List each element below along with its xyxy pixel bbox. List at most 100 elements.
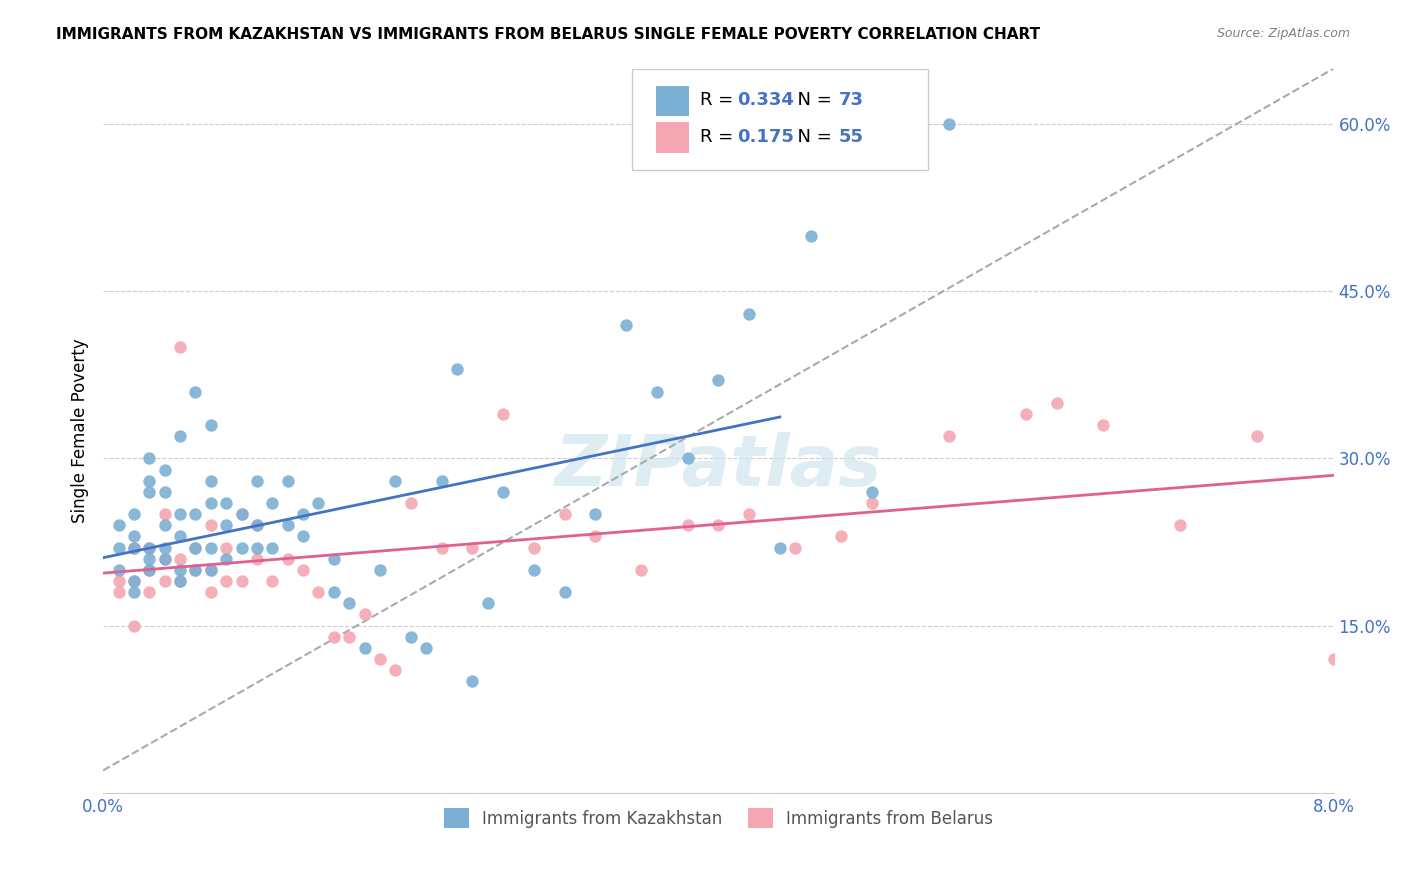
Point xyxy=(785,541,807,555)
Point xyxy=(322,630,344,644)
Point xyxy=(446,362,468,376)
Point xyxy=(337,596,360,610)
Point xyxy=(215,496,238,510)
Point xyxy=(215,541,238,555)
Text: R =: R = xyxy=(700,91,740,109)
Point xyxy=(153,551,176,566)
Point xyxy=(246,541,269,555)
Point xyxy=(169,507,191,521)
Point xyxy=(231,541,253,555)
Point xyxy=(184,563,207,577)
Point xyxy=(384,663,406,677)
Point xyxy=(184,563,207,577)
Y-axis label: Single Female Poverty: Single Female Poverty xyxy=(72,338,89,523)
Point xyxy=(1015,407,1038,421)
Point xyxy=(492,484,515,499)
Point xyxy=(153,574,176,588)
Point xyxy=(830,529,852,543)
Point xyxy=(231,507,253,521)
Point xyxy=(200,496,222,510)
Point xyxy=(138,541,160,555)
Point xyxy=(200,417,222,432)
Point xyxy=(430,541,453,555)
Point xyxy=(292,529,315,543)
Point xyxy=(583,529,606,543)
Point xyxy=(246,551,269,566)
Point xyxy=(200,563,222,577)
Point xyxy=(1046,395,1069,409)
Point xyxy=(215,518,238,533)
Point xyxy=(292,507,315,521)
Point xyxy=(738,507,761,521)
Point xyxy=(554,585,576,599)
Point xyxy=(676,518,699,533)
Point xyxy=(153,484,176,499)
Point xyxy=(122,529,145,543)
Point xyxy=(292,563,315,577)
Point xyxy=(938,429,960,443)
Point xyxy=(107,585,129,599)
Point xyxy=(707,374,730,388)
Point xyxy=(860,496,883,510)
Point xyxy=(184,507,207,521)
Text: R =: R = xyxy=(700,128,740,146)
Point xyxy=(461,541,484,555)
Point xyxy=(322,585,344,599)
Point xyxy=(277,474,299,488)
Point xyxy=(477,596,499,610)
Point xyxy=(384,474,406,488)
Point xyxy=(430,474,453,488)
Point xyxy=(262,574,284,588)
Point xyxy=(122,507,145,521)
Point xyxy=(231,574,253,588)
Text: 55: 55 xyxy=(839,128,863,146)
Point xyxy=(169,574,191,588)
Point xyxy=(1168,518,1191,533)
Point xyxy=(107,518,129,533)
Point xyxy=(169,551,191,566)
Point xyxy=(246,518,269,533)
Point xyxy=(200,585,222,599)
Point xyxy=(138,563,160,577)
Point xyxy=(122,541,145,555)
Point xyxy=(308,496,330,510)
Point xyxy=(184,384,207,399)
FancyBboxPatch shape xyxy=(655,86,689,116)
Point xyxy=(153,507,176,521)
Point xyxy=(769,541,792,555)
Point xyxy=(523,563,546,577)
Point xyxy=(246,518,269,533)
Point xyxy=(1091,417,1114,432)
Point xyxy=(461,674,484,689)
Point xyxy=(231,507,253,521)
Point xyxy=(938,117,960,131)
Point xyxy=(262,496,284,510)
Point xyxy=(1246,429,1268,443)
Point xyxy=(415,640,437,655)
Point xyxy=(645,384,668,399)
Point xyxy=(138,451,160,466)
Point xyxy=(676,451,699,466)
Point xyxy=(138,551,160,566)
Point xyxy=(169,340,191,354)
Point xyxy=(1323,652,1346,666)
Point xyxy=(200,474,222,488)
Point xyxy=(122,574,145,588)
Point xyxy=(169,563,191,577)
Point xyxy=(169,574,191,588)
Legend: Immigrants from Kazakhstan, Immigrants from Belarus: Immigrants from Kazakhstan, Immigrants f… xyxy=(437,801,1000,835)
Point xyxy=(707,518,730,533)
Point xyxy=(122,574,145,588)
Point xyxy=(353,640,375,655)
Point xyxy=(246,474,269,488)
Point xyxy=(368,652,391,666)
Point xyxy=(138,484,160,499)
Point xyxy=(184,541,207,555)
Point xyxy=(262,541,284,555)
Point xyxy=(200,518,222,533)
Point xyxy=(153,541,176,555)
Point xyxy=(800,228,823,243)
Point xyxy=(122,618,145,632)
Point xyxy=(138,563,160,577)
Text: Source: ZipAtlas.com: Source: ZipAtlas.com xyxy=(1216,27,1350,40)
